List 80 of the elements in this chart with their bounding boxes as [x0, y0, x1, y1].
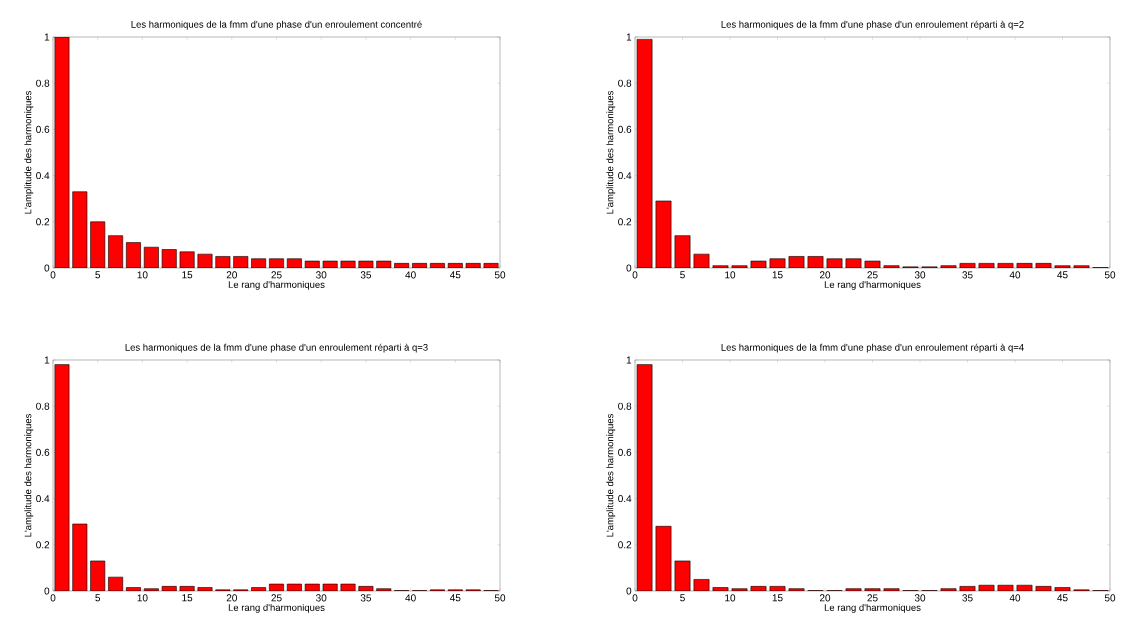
- x-tick-label: 50: [1104, 271, 1116, 279]
- x-tick-label: 20: [226, 271, 237, 279]
- x-tick-label: 5: [95, 271, 101, 279]
- x-tick-label: 5: [680, 271, 685, 279]
- x-tick-label: 30: [914, 594, 926, 602]
- y-tick-label: 0.8: [36, 402, 50, 410]
- x-tick-label: 25: [271, 594, 282, 602]
- x-tick-label: 25: [867, 271, 878, 279]
- y-tick-label: 0: [44, 264, 50, 272]
- y-tick-label: 0.4: [36, 495, 50, 503]
- y-tick-label: 0.4: [36, 172, 50, 180]
- x-tick-label: 5: [680, 594, 685, 602]
- x-tick-label: 35: [360, 594, 372, 602]
- chart-title: Les harmoniques de la fmm d'une phase d'un enroulement concentré: [131, 20, 422, 30]
- x-tick-label: 10: [725, 594, 736, 602]
- x-tick-label: 10: [725, 271, 736, 279]
- x-tick-label: 45: [449, 594, 461, 602]
- y-tick-label: 1: [44, 356, 50, 364]
- y-tick-label: 0.2: [36, 541, 50, 549]
- y-tick-label: 0: [626, 587, 632, 595]
- x-tick-label: 20: [819, 594, 831, 602]
- x-tick-label: 0: [632, 271, 638, 279]
- chart-title: Les harmoniques de la fmm d'une phase d'un enroulement réparti à q=4: [721, 343, 1024, 353]
- y-tick-label: 0.2: [36, 218, 50, 226]
- x-tick-label: 30: [316, 594, 327, 602]
- y-tick-label: 0.4: [618, 172, 632, 180]
- x-tick-label: 20: [226, 594, 237, 602]
- x-axis-title: Le rang d'harmoniques: [228, 603, 325, 613]
- x-tick-label: 50: [1104, 594, 1116, 602]
- y-tick-label: 1: [44, 33, 50, 41]
- x-tick-label: 5: [95, 594, 101, 602]
- y-tick-label: 0.6: [36, 448, 50, 456]
- x-tick-label: 0: [632, 594, 638, 602]
- y-axis-title: L'amplitude des harmoniques: [24, 90, 34, 214]
- y-tick-label: 0.2: [618, 218, 632, 226]
- x-axis-title: Le rang d'harmoniques: [824, 603, 921, 613]
- x-tick-label: 30: [914, 271, 926, 279]
- y-tick-label: 0: [626, 264, 632, 272]
- y-tick-label: 0: [44, 587, 50, 595]
- y-tick-label: 0.6: [36, 125, 50, 133]
- x-tick-label: 40: [1009, 271, 1021, 279]
- y-tick-label: 0.8: [36, 79, 50, 87]
- x-tick-label: 15: [772, 271, 783, 279]
- y-axis-title: L'amplitude des harmoniques: [606, 413, 616, 537]
- x-tick-label: 0: [50, 594, 56, 602]
- x-tick-label: 15: [182, 271, 193, 279]
- x-tick-label: 15: [772, 594, 783, 602]
- x-tick-label: 40: [405, 594, 416, 602]
- x-tick-label: 15: [182, 594, 193, 602]
- x-tick-label: 45: [1057, 594, 1068, 602]
- x-tick-label: 45: [1057, 271, 1068, 279]
- y-tick-label: 0.6: [618, 125, 632, 133]
- y-tick-label: 0.8: [618, 79, 632, 87]
- x-axis-title: Le rang d'harmoniques: [228, 280, 325, 290]
- y-tick-label: 0.6: [618, 448, 632, 456]
- y-axis-title: L'amplitude des harmoniques: [24, 413, 34, 537]
- x-tick-label: 35: [962, 271, 973, 279]
- x-tick-label: 40: [405, 271, 416, 279]
- x-tick-label: 10: [137, 271, 148, 279]
- x-tick-label: 10: [137, 594, 148, 602]
- y-tick-label: 0.8: [618, 402, 632, 410]
- x-tick-label: 30: [316, 271, 327, 279]
- x-tick-label: 40: [1009, 594, 1021, 602]
- y-tick-label: 0.2: [618, 541, 632, 549]
- x-tick-label: 0: [50, 271, 56, 279]
- x-tick-label: 25: [271, 271, 282, 279]
- chart-title: Les harmoniques de la fmm d'une phase d'un enroulement réparti à q=2: [721, 20, 1024, 30]
- x-tick-label: 50: [494, 594, 506, 602]
- y-tick-label: 1: [626, 356, 632, 364]
- x-axis-title: Le rang d'harmoniques: [824, 280, 921, 290]
- y-tick-label: 0.4: [618, 495, 632, 503]
- x-tick-label: 35: [962, 594, 973, 602]
- chart-title: Les harmoniques de la fmm d'une phase d'un enroulement réparti à q=3: [125, 343, 428, 353]
- x-tick-label: 35: [360, 271, 372, 279]
- x-tick-label: 25: [867, 594, 878, 602]
- x-tick-label: 45: [449, 271, 461, 279]
- x-tick-label: 20: [819, 271, 831, 279]
- y-axis-title: L'amplitude des harmoniques: [606, 90, 616, 214]
- x-tick-label: 50: [494, 271, 506, 279]
- y-tick-label: 1: [626, 33, 632, 41]
